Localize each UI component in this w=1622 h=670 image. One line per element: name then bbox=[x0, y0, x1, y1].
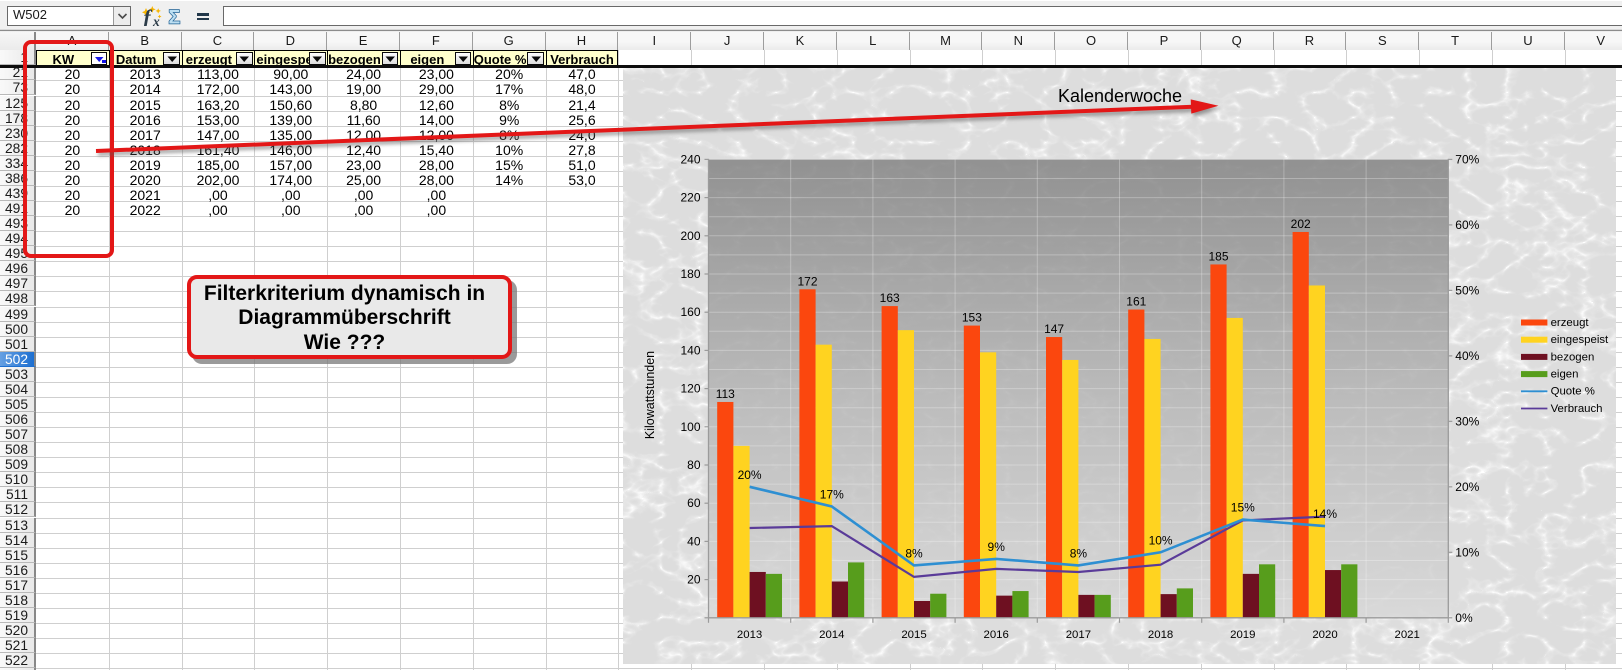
svg-text:Kilowattstunden: Kilowattstunden bbox=[643, 351, 657, 439]
svg-text:0%: 0% bbox=[1455, 611, 1473, 625]
svg-text:113: 113 bbox=[716, 387, 735, 401]
svg-text:10%: 10% bbox=[1455, 545, 1479, 559]
svg-text:120: 120 bbox=[680, 382, 700, 396]
svg-text:180: 180 bbox=[680, 267, 700, 281]
svg-text:x: x bbox=[152, 14, 160, 26]
svg-text:eingespeist: eingespeist bbox=[1551, 334, 1609, 346]
svg-text:eigen: eigen bbox=[1551, 369, 1579, 381]
svg-text:2021: 2021 bbox=[1395, 629, 1420, 641]
svg-text:60%: 60% bbox=[1455, 218, 1479, 232]
svg-text:2018: 2018 bbox=[1148, 629, 1173, 641]
svg-text:Quote %: Quote % bbox=[1551, 386, 1595, 398]
svg-text:2019: 2019 bbox=[1230, 629, 1255, 641]
svg-text:147: 147 bbox=[1044, 322, 1064, 336]
svg-text:2017: 2017 bbox=[1066, 629, 1091, 641]
svg-text:20%: 20% bbox=[1455, 480, 1479, 494]
svg-text:240: 240 bbox=[680, 153, 700, 167]
svg-text:Σ: Σ bbox=[169, 7, 181, 27]
svg-text:2014: 2014 bbox=[819, 629, 844, 641]
svg-text:f: f bbox=[144, 6, 153, 26]
svg-text:Verbrauch: Verbrauch bbox=[1551, 403, 1603, 415]
svg-text:20: 20 bbox=[687, 573, 701, 587]
svg-text:2016: 2016 bbox=[984, 629, 1009, 641]
svg-text:60: 60 bbox=[687, 496, 701, 510]
svg-text:153: 153 bbox=[962, 311, 982, 325]
svg-text:Kalenderwoche: Kalenderwoche bbox=[1058, 86, 1182, 106]
svg-text:202: 202 bbox=[1291, 217, 1311, 231]
svg-text:40%: 40% bbox=[1455, 349, 1479, 363]
svg-text:erzeugt: erzeugt bbox=[1551, 317, 1590, 329]
svg-text:100: 100 bbox=[680, 420, 700, 434]
svg-text:200: 200 bbox=[680, 229, 700, 243]
svg-text:163: 163 bbox=[880, 291, 900, 305]
svg-text:8%: 8% bbox=[1070, 547, 1088, 561]
svg-text:8%: 8% bbox=[905, 547, 923, 561]
svg-text:2020: 2020 bbox=[1312, 629, 1337, 641]
svg-text:161: 161 bbox=[1126, 295, 1146, 309]
svg-text:2015: 2015 bbox=[901, 629, 926, 641]
svg-text:172: 172 bbox=[797, 274, 817, 288]
svg-text:20%: 20% bbox=[738, 468, 762, 482]
svg-text:14%: 14% bbox=[1313, 507, 1337, 521]
svg-text:140: 140 bbox=[680, 344, 700, 358]
svg-text:10%: 10% bbox=[1149, 533, 1173, 547]
svg-text:17%: 17% bbox=[820, 488, 844, 502]
svg-text:40: 40 bbox=[687, 535, 701, 549]
svg-text:80: 80 bbox=[687, 458, 701, 472]
svg-text:2013: 2013 bbox=[737, 629, 762, 641]
svg-text:15%: 15% bbox=[1231, 501, 1255, 515]
svg-text:70%: 70% bbox=[1455, 153, 1479, 167]
svg-text:220: 220 bbox=[680, 191, 700, 205]
svg-text:bezogen: bezogen bbox=[1551, 351, 1595, 363]
svg-text:9%: 9% bbox=[988, 540, 1006, 554]
svg-text:185: 185 bbox=[1208, 250, 1228, 264]
svg-text:160: 160 bbox=[680, 305, 700, 319]
svg-text:30%: 30% bbox=[1455, 414, 1479, 428]
svg-text:50%: 50% bbox=[1455, 284, 1479, 298]
